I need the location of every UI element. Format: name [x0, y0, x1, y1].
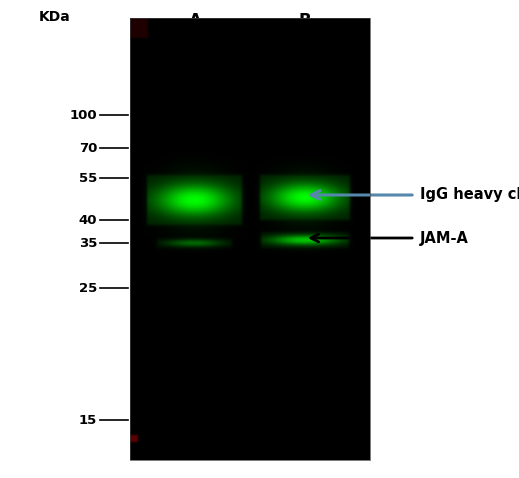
Text: 25: 25	[79, 282, 97, 294]
Text: 55: 55	[79, 172, 97, 185]
Text: 70: 70	[78, 141, 97, 154]
Text: A: A	[188, 12, 201, 30]
Text: IgG heavy chain: IgG heavy chain	[420, 187, 519, 203]
Text: 100: 100	[70, 109, 97, 121]
Text: 15: 15	[79, 413, 97, 426]
Text: 40: 40	[78, 214, 97, 227]
Text: KDa: KDa	[39, 10, 71, 24]
Bar	[130, 18, 370, 460]
Text: JAM-A: JAM-A	[420, 230, 469, 246]
Text: B: B	[299, 12, 311, 30]
Text: 35: 35	[78, 237, 97, 250]
